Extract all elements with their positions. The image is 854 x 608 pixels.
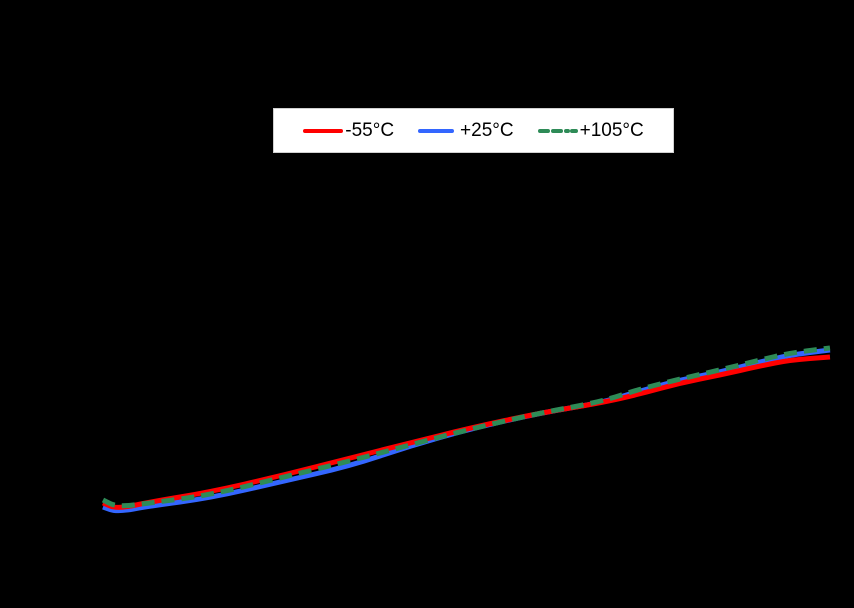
legend-swatch-green-dashed-icon (537, 128, 578, 133)
legend-swatch-blue-solid-icon (418, 128, 455, 133)
legend-label: -55°C (345, 119, 395, 141)
series-line-55c (102, 354, 831, 510)
legend-item-minus55: -55°C (303, 109, 394, 152)
legend-swatch-red-solid-icon (303, 128, 344, 133)
legend: -55°C +25°C +105°C (273, 108, 674, 153)
legend-label: +105°C (579, 119, 644, 141)
legend-label: +25°C (460, 119, 514, 141)
legend-item-plus105: +105°C (537, 109, 644, 152)
legend-item-plus25: +25°C (418, 109, 514, 152)
